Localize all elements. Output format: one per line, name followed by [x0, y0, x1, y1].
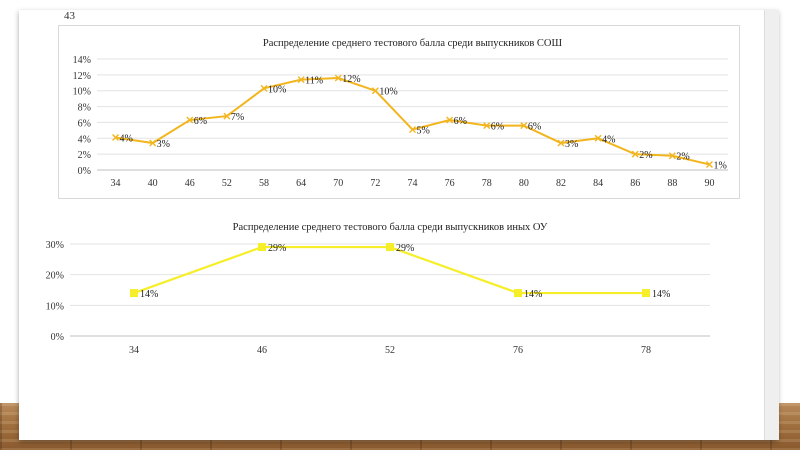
sosh-data-label: 6%	[491, 122, 504, 133]
page-number: 43	[64, 10, 75, 22]
other-data-label: 29%	[396, 243, 414, 254]
other-y-tick-label: 0%	[51, 332, 64, 343]
sosh-data-label: 11%	[305, 76, 323, 87]
sosh-data-point	[409, 126, 416, 134]
sosh-x-tick-label: 58	[259, 178, 269, 189]
sosh-data-point	[186, 116, 194, 124]
other-x-tick-label: 76	[513, 345, 523, 356]
sosh-data-label: 10%	[268, 84, 286, 95]
sosh-y-tick-label: 14%	[73, 55, 91, 66]
sosh-data-point	[557, 139, 565, 147]
sosh-y-tick-label: 0%	[78, 166, 91, 177]
chart-other-schools: Распределение среднего тестового балла с…	[46, 222, 710, 356]
sosh-data-point	[334, 74, 342, 82]
chart-sosh: Распределение среднего тестового балла с…	[73, 38, 728, 189]
sosh-data-point	[631, 150, 639, 158]
sosh-data-label: 1%	[713, 160, 726, 171]
sosh-data-label: 6%	[528, 122, 541, 133]
sosh-data-label: 5%	[417, 126, 430, 137]
sosh-x-tick-label: 72	[370, 178, 380, 189]
sosh-y-tick-label: 2%	[78, 150, 91, 161]
sosh-x-tick-label: 82	[556, 178, 566, 189]
other-y-tick-label: 20%	[46, 271, 64, 282]
sosh-x-tick-label: 74	[408, 178, 418, 189]
sosh-x-tick-label: 80	[519, 178, 529, 189]
sosh-y-tick-label: 4%	[78, 134, 91, 145]
sosh-data-label: 2%	[639, 150, 652, 161]
other-data-point	[514, 289, 522, 298]
slide-side-rail	[764, 10, 779, 440]
sosh-data-label: 3%	[157, 139, 170, 150]
other-x-tick-label: 78	[641, 345, 651, 356]
sosh-data-label: 4%	[120, 133, 133, 144]
other-data-point	[130, 289, 138, 298]
other-series-line	[133, 245, 646, 295]
sosh-data-label: 10%	[379, 87, 397, 98]
sosh-data-point	[520, 122, 528, 130]
sosh-data-point	[483, 122, 491, 130]
sosh-data-point	[594, 134, 602, 142]
sosh-y-tick-label: 8%	[78, 103, 91, 114]
sosh-data-point	[149, 139, 157, 147]
sosh-chart-title: Распределение среднего тестового балла с…	[263, 38, 563, 49]
sosh-data-point	[371, 87, 379, 95]
other-data-point	[258, 243, 266, 252]
other-x-tick-label: 46	[257, 345, 267, 356]
sosh-x-tick-label: 46	[185, 178, 195, 189]
sosh-data-label: 6%	[454, 116, 467, 127]
other-x-tick-label: 34	[129, 345, 139, 356]
sosh-x-tick-label: 76	[445, 178, 455, 189]
sosh-x-tick-label: 70	[333, 178, 343, 189]
sosh-data-label: 12%	[342, 74, 360, 85]
other-data-label: 14%	[524, 289, 542, 300]
sosh-data-point	[260, 84, 268, 92]
other-data-point	[386, 243, 394, 252]
sosh-x-tick-label: 84	[593, 178, 603, 189]
sosh-x-tick-label: 34	[111, 178, 121, 189]
sosh-x-tick-label: 52	[222, 178, 232, 189]
sosh-x-tick-label: 90	[704, 178, 714, 189]
sosh-data-label: 3%	[565, 139, 578, 150]
sosh-y-tick-label: 12%	[73, 71, 91, 82]
sosh-y-tick-label: 10%	[73, 87, 91, 98]
sosh-data-label: 4%	[602, 134, 615, 145]
other-data-label: 14%	[652, 289, 670, 300]
sosh-x-tick-label: 88	[667, 178, 677, 189]
sosh-data-label: 7%	[231, 112, 244, 123]
other-data-label: 29%	[268, 243, 286, 254]
sosh-data-point	[446, 116, 454, 124]
sosh-data-point	[668, 152, 676, 160]
sosh-x-tick-label: 40	[148, 178, 158, 189]
other-x-tick-label: 52	[385, 345, 395, 356]
other-data-label: 14%	[140, 289, 158, 300]
sosh-data-point	[297, 76, 305, 84]
other-chart-title: Распределение среднего тестового балла с…	[233, 222, 548, 233]
sosh-data-label: 2%	[676, 152, 689, 163]
other-y-tick-label: 10%	[46, 301, 64, 312]
sosh-data-point	[705, 160, 713, 168]
other-data-point	[642, 289, 650, 298]
sosh-y-tick-label: 6%	[78, 118, 91, 129]
sosh-x-tick-label: 86	[630, 178, 640, 189]
sosh-data-point	[223, 112, 231, 120]
sosh-x-tick-label: 78	[482, 178, 492, 189]
sosh-data-label: 6%	[194, 116, 207, 127]
sosh-x-tick-label: 64	[296, 178, 306, 189]
other-y-tick-label: 30%	[46, 240, 64, 251]
sosh-data-point	[112, 133, 120, 141]
